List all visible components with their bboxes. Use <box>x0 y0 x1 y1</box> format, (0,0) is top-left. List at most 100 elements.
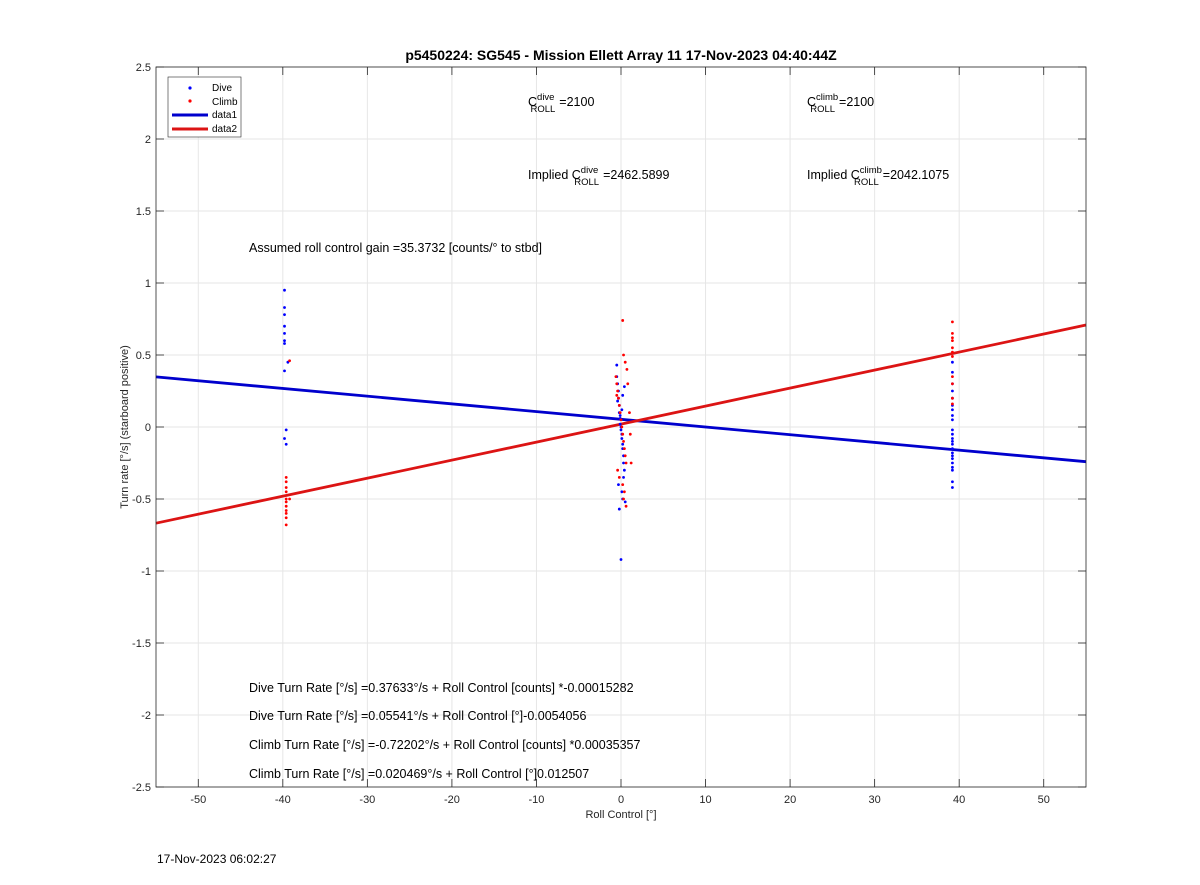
climb-point <box>284 500 288 504</box>
dive-point <box>620 490 624 494</box>
dive-point <box>617 507 621 511</box>
climb-point <box>951 332 954 335</box>
climb-point <box>951 402 954 406</box>
dive-point <box>283 342 286 345</box>
dive-point <box>951 389 954 393</box>
c-roll-dive-annotation: Cdive ROLL=2100 <box>528 92 594 115</box>
y-tick-label: 1 <box>145 278 151 290</box>
y-tick-label: -0.5 <box>132 494 151 506</box>
climb-point <box>624 504 628 508</box>
legend-dive-label: Dive <box>212 83 232 94</box>
x-tick-label: 20 <box>784 794 796 806</box>
c-roll-climb-annotation: Cclimb ROLL=2100 <box>807 92 874 115</box>
climb-point <box>625 368 629 371</box>
x-tick-label: 40 <box>953 794 965 806</box>
climb-point <box>617 404 621 407</box>
y-tick-label: 2.5 <box>136 62 151 74</box>
fit-equation-4: Climb Turn Rate [°/s] =0.020469°/s + Rol… <box>249 767 589 781</box>
fit-equation-3: Climb Turn Rate [°/s] =-0.72202°/s + Rol… <box>249 738 641 752</box>
dive-point <box>622 476 625 479</box>
dive-point <box>951 465 954 469</box>
climb-point <box>623 454 627 458</box>
dive-point <box>951 414 954 417</box>
dive-point <box>951 437 954 440</box>
dive-point <box>951 440 954 443</box>
legend: Dive Climb data1 data2 <box>167 76 242 138</box>
climb-point <box>951 375 954 378</box>
dive-point <box>951 451 954 455</box>
dive-point <box>951 461 954 465</box>
dive-point <box>622 461 625 465</box>
climb-point <box>620 425 624 429</box>
x-tick-label: 10 <box>699 794 711 806</box>
climb-point <box>617 396 620 400</box>
scatter-points <box>283 288 954 561</box>
fit-equation-1: Dive Turn Rate [°/s] =0.37633°/s + Roll … <box>249 681 634 695</box>
dive-point <box>951 432 954 436</box>
dive-point <box>283 306 286 309</box>
climb-point <box>619 418 623 422</box>
climb-point <box>616 389 620 393</box>
dive-point <box>951 447 954 450</box>
dive-point <box>618 414 622 417</box>
y-tick-label: 2 <box>145 134 151 146</box>
climb-point <box>951 339 954 342</box>
climb-point <box>288 359 291 363</box>
climb-point <box>617 476 621 479</box>
climb-point <box>284 516 288 520</box>
climb-point <box>951 336 954 340</box>
climb-point <box>284 490 288 494</box>
dive-point <box>620 437 624 440</box>
climb-point <box>284 504 288 508</box>
dive-point <box>951 428 954 432</box>
climb-point <box>621 319 625 322</box>
climb-point <box>951 320 954 324</box>
climb-point <box>288 497 291 501</box>
climb-point <box>284 480 288 484</box>
legend-data2-label: data2 <box>212 124 237 135</box>
climb-point <box>615 393 619 397</box>
legend-box <box>167 76 242 138</box>
climb-point <box>951 355 954 358</box>
legend-climb-marker <box>188 99 192 103</box>
chart-title: p5450224: SG545 - Mission Ellett Array 1… <box>405 47 837 63</box>
climb-point <box>284 512 288 515</box>
dive-point <box>615 363 619 367</box>
climb-point <box>951 396 954 400</box>
dive-point <box>283 437 286 440</box>
climb-point <box>615 382 619 386</box>
climb-point <box>623 360 627 364</box>
climb-point <box>618 411 622 414</box>
climb-point <box>622 353 625 357</box>
dive-point <box>951 457 954 461</box>
dive-point <box>623 500 627 504</box>
x-tick-label: -10 <box>529 794 545 806</box>
x-tick-label: -40 <box>275 794 291 806</box>
dive-point <box>619 558 623 561</box>
climb-point <box>622 497 625 501</box>
climb-point <box>284 523 288 527</box>
y-tick-label: 0.5 <box>136 350 151 362</box>
dive-point <box>951 480 954 484</box>
dive-point <box>951 408 954 412</box>
climb-point <box>628 432 632 436</box>
dive-point <box>951 360 954 364</box>
x-tick-label: -20 <box>444 794 460 806</box>
legend-dive-marker <box>188 86 192 90</box>
legend-data1-label: data1 <box>212 110 237 121</box>
climb-point <box>626 382 630 386</box>
dive-point <box>951 454 954 458</box>
climb-point <box>951 346 954 350</box>
dive-point <box>622 385 626 389</box>
dive-point <box>951 468 954 472</box>
x-tick-label: 50 <box>1038 794 1050 806</box>
x-tick-label: 0 <box>618 794 624 806</box>
dive-point <box>951 486 954 489</box>
climb-point <box>951 382 954 386</box>
x-tick-label: -30 <box>359 794 375 806</box>
implied-c-roll-dive-annotation: Implied Cdive ROLL=2462.5899 <box>528 165 669 188</box>
implied-c-roll-climb-annotation: Implied Cclimb ROLL=2042.1075 <box>807 165 949 188</box>
dive-point <box>620 408 624 412</box>
dive-point <box>283 313 286 317</box>
climb-point <box>622 440 625 443</box>
